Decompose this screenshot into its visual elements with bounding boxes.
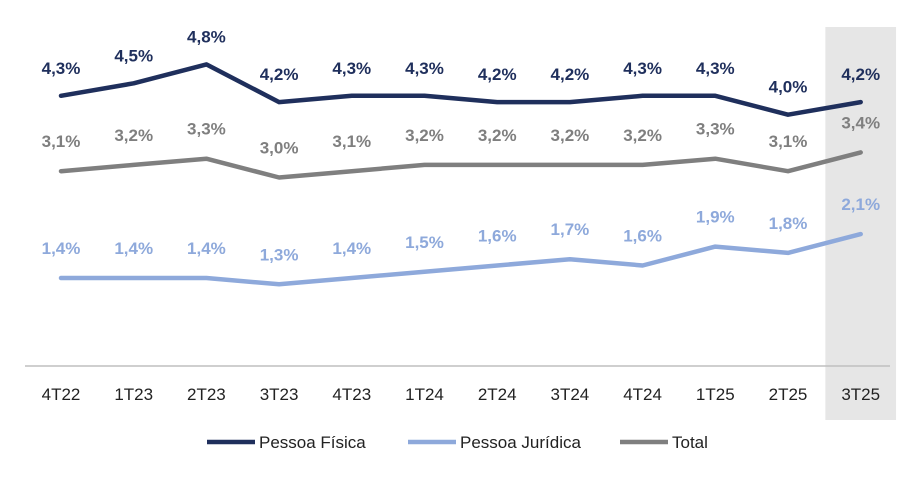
legend-label: Pessoa Jurídica	[460, 433, 581, 452]
x-tick-label: 1T23	[114, 385, 153, 404]
data-label: 1,4%	[42, 239, 81, 258]
legend-label: Pessoa Física	[259, 433, 366, 452]
data-label: 4,3%	[696, 59, 735, 78]
data-label: 1,6%	[478, 226, 517, 245]
legend-item: Total	[620, 433, 708, 452]
highlight-band	[825, 27, 897, 420]
legend: Pessoa Física Pessoa Jurídica Total	[207, 433, 708, 452]
legend-item: Pessoa Física	[207, 433, 366, 452]
x-tick-labels: 4T22 1T23 2T23 3T23 4T23 1T24 2T24 3T24 4T24 1T25…	[42, 385, 880, 404]
data-label: 3,1%	[42, 132, 81, 151]
data-label: 3,1%	[769, 132, 808, 151]
data-label: 4,0%	[769, 78, 808, 97]
series-line-1	[58, 231, 863, 287]
series-line-0	[58, 62, 863, 117]
data-label: 4,3%	[405, 59, 444, 78]
data-label: 1,3%	[260, 245, 299, 264]
x-tick-label: 4T22	[42, 385, 81, 404]
data-label: 4,8%	[187, 27, 226, 46]
data-label: 4,2%	[841, 65, 880, 84]
data-label: 1,9%	[696, 208, 735, 227]
data-label: 4,3%	[623, 59, 662, 78]
data-label: 3,2%	[405, 126, 444, 145]
data-label: 1,4%	[114, 239, 153, 258]
x-tick-label: 1T25	[696, 385, 735, 404]
data-label: 1,8%	[769, 214, 808, 233]
data-label: 4,5%	[114, 46, 153, 65]
data-label: 3,2%	[478, 126, 517, 145]
data-label: 3,4%	[841, 113, 880, 132]
data-label: 2,1%	[841, 195, 880, 214]
data-label: 4,2%	[551, 65, 590, 84]
x-tick-label: 1T24	[405, 385, 444, 404]
series-layer	[58, 62, 863, 287]
data-label: 1,4%	[187, 239, 226, 258]
x-tick-label: 2T24	[478, 385, 517, 404]
x-tick-label: 3T24	[551, 385, 590, 404]
x-tick-label: 4T24	[623, 385, 662, 404]
x-tick-label: 3T25	[841, 385, 880, 404]
data-label: 1,4%	[332, 239, 371, 258]
series-line-2	[58, 150, 863, 180]
x-tick-label: 2T25	[769, 385, 808, 404]
data-label: 3,3%	[696, 120, 735, 139]
data-label: 3,2%	[114, 126, 153, 145]
data-label-layer: 4,3% 4,5% 4,8% 4,2% 4,3% 4,3% 4,2% 4,2% 4,3% 4,3%…	[42, 27, 880, 264]
data-label: 4,3%	[332, 59, 371, 78]
data-label: 3,2%	[623, 126, 662, 145]
data-label: 4,3%	[42, 59, 81, 78]
data-label: 1,5%	[405, 233, 444, 252]
legend-label: Total	[672, 433, 708, 452]
legend-item: Pessoa Jurídica	[408, 433, 581, 452]
data-label: 1,7%	[551, 220, 590, 239]
x-tick-label: 4T23	[332, 385, 371, 404]
data-label: 4,2%	[260, 65, 299, 84]
data-label: 3,1%	[332, 132, 371, 151]
data-label: 1,6%	[623, 226, 662, 245]
data-label: 3,3%	[187, 120, 226, 139]
x-tick-label: 3T23	[260, 385, 299, 404]
data-label: 3,2%	[551, 126, 590, 145]
x-tick-label: 2T23	[187, 385, 226, 404]
data-label: 4,2%	[478, 65, 517, 84]
data-label: 3,0%	[260, 139, 299, 158]
